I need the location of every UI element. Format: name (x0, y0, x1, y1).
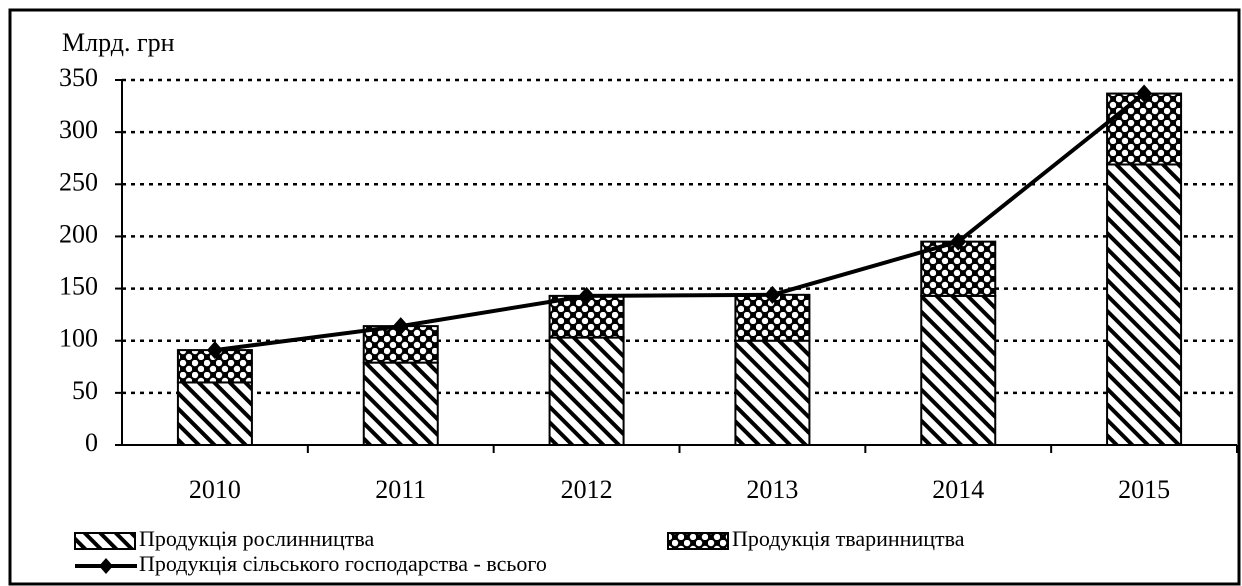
line-marker (206, 341, 223, 360)
legend-swatch (74, 532, 136, 550)
x-tick-label: 2015 (1118, 475, 1170, 504)
legend-label: Продукція сільського господарства - всьо… (139, 551, 547, 576)
y-tick-label: 300 (59, 115, 98, 144)
line-marker (578, 286, 595, 305)
frame (8, 8, 1241, 586)
bar-segment (548, 336, 625, 447)
legend-label: Продукція рослинництва (139, 526, 375, 551)
line (214, 91, 1146, 353)
bar-segment (176, 381, 253, 446)
bar-segment (920, 294, 997, 446)
bar-segment (734, 339, 811, 447)
y-axis-label: Млрд. грн (62, 28, 175, 57)
y-tick-label: 50 (72, 376, 98, 405)
y-tick-label: 200 (59, 219, 98, 248)
bar-segment (1106, 92, 1183, 166)
legend-label: Продукція тваринництва (732, 526, 965, 551)
x-tick-label: 2010 (189, 475, 241, 504)
y-tick-label: 150 (59, 272, 98, 301)
bar-segment (362, 361, 439, 446)
y-tick-label: 250 (59, 167, 98, 196)
line-marker (1136, 84, 1153, 103)
line-marker (950, 232, 967, 251)
x-tick-label: 2011 (375, 475, 426, 504)
line-marker (764, 285, 781, 304)
x-tick-label: 2013 (746, 475, 798, 504)
bar-segment (362, 325, 439, 364)
x-tick-label: 2012 (561, 475, 613, 504)
x-tick-label: 2014 (932, 475, 984, 504)
bar-segment (1106, 163, 1183, 446)
y-tick-label: 100 (59, 324, 98, 353)
legend-swatch (667, 532, 729, 550)
y-tick-label: 0 (85, 428, 98, 457)
bar-segment (734, 293, 811, 342)
legend-marker (99, 558, 113, 574)
y-tick-label: 350 (59, 63, 98, 92)
line-marker (392, 317, 409, 336)
